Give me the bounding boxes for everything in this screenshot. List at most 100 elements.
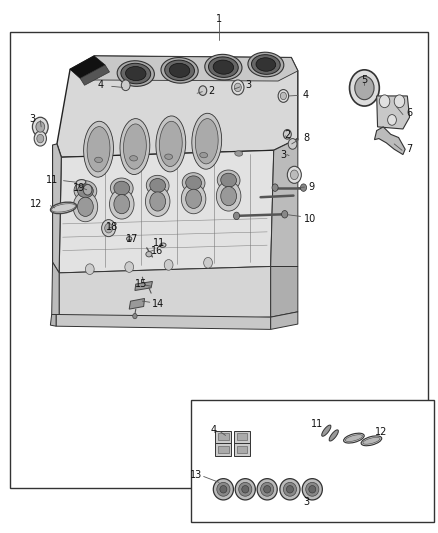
Ellipse shape — [186, 176, 201, 190]
Ellipse shape — [345, 435, 363, 441]
Ellipse shape — [156, 116, 186, 172]
Circle shape — [164, 260, 173, 270]
Circle shape — [114, 195, 130, 214]
Text: 3: 3 — [246, 80, 252, 90]
Circle shape — [300, 184, 307, 191]
Circle shape — [83, 184, 92, 195]
Bar — [191, 400, 434, 522]
Ellipse shape — [124, 124, 146, 169]
Bar — [10, 32, 428, 488]
Ellipse shape — [74, 181, 97, 201]
Polygon shape — [80, 65, 110, 85]
Circle shape — [350, 70, 379, 106]
Ellipse shape — [264, 486, 271, 493]
Polygon shape — [377, 96, 410, 129]
Text: 1: 1 — [216, 14, 222, 23]
Circle shape — [125, 262, 134, 272]
Polygon shape — [70, 56, 105, 78]
Text: 15: 15 — [135, 279, 147, 288]
Text: 4: 4 — [98, 80, 104, 90]
Text: 19: 19 — [73, 183, 85, 192]
Bar — [234, 431, 250, 443]
Bar — [218, 446, 229, 453]
Text: 13: 13 — [190, 471, 202, 480]
Text: 12: 12 — [30, 199, 42, 208]
Bar — [218, 433, 229, 440]
Circle shape — [145, 187, 170, 216]
Circle shape — [221, 187, 237, 206]
Ellipse shape — [126, 67, 146, 80]
Polygon shape — [59, 150, 274, 273]
Circle shape — [85, 264, 94, 274]
Polygon shape — [52, 262, 59, 322]
Circle shape — [272, 184, 278, 191]
Ellipse shape — [200, 152, 208, 158]
Ellipse shape — [242, 486, 249, 493]
Ellipse shape — [321, 425, 331, 437]
Bar — [237, 446, 247, 453]
Text: 7: 7 — [406, 144, 413, 154]
Bar — [237, 433, 247, 440]
Ellipse shape — [195, 119, 218, 164]
Circle shape — [232, 80, 244, 95]
Polygon shape — [129, 298, 145, 309]
Ellipse shape — [120, 119, 150, 174]
Ellipse shape — [150, 179, 166, 192]
Polygon shape — [271, 266, 298, 317]
Circle shape — [388, 115, 396, 125]
Text: 6: 6 — [406, 108, 413, 118]
Ellipse shape — [261, 482, 274, 496]
Polygon shape — [57, 56, 298, 157]
Text: 11: 11 — [311, 419, 324, 429]
Ellipse shape — [217, 482, 230, 496]
Ellipse shape — [213, 60, 233, 74]
Ellipse shape — [130, 156, 138, 161]
Ellipse shape — [165, 60, 194, 80]
Circle shape — [102, 220, 116, 237]
Bar — [215, 443, 231, 456]
Circle shape — [199, 86, 207, 95]
Text: 8: 8 — [304, 133, 310, 142]
Ellipse shape — [235, 151, 243, 156]
Circle shape — [283, 130, 291, 139]
Polygon shape — [135, 281, 152, 290]
Polygon shape — [59, 266, 271, 322]
Text: 3: 3 — [30, 115, 36, 124]
Ellipse shape — [213, 479, 233, 500]
Ellipse shape — [343, 433, 364, 443]
Polygon shape — [53, 144, 61, 273]
Polygon shape — [271, 312, 298, 329]
Text: 10: 10 — [304, 214, 316, 223]
Ellipse shape — [217, 170, 240, 190]
Ellipse shape — [110, 178, 133, 198]
Text: 3: 3 — [281, 150, 287, 159]
Ellipse shape — [87, 127, 110, 172]
Text: 5: 5 — [361, 75, 367, 85]
Circle shape — [34, 131, 46, 146]
Bar — [215, 431, 231, 443]
Circle shape — [216, 181, 241, 211]
Ellipse shape — [160, 243, 166, 247]
Circle shape — [234, 83, 241, 92]
Ellipse shape — [361, 436, 382, 446]
Text: 11: 11 — [46, 175, 58, 184]
Polygon shape — [50, 314, 56, 326]
Ellipse shape — [363, 438, 380, 444]
Ellipse shape — [302, 479, 322, 500]
Circle shape — [150, 192, 166, 211]
Circle shape — [282, 211, 288, 218]
Ellipse shape — [76, 180, 86, 185]
Bar — [234, 443, 250, 456]
Circle shape — [121, 80, 130, 91]
Circle shape — [110, 189, 134, 219]
Circle shape — [73, 192, 98, 222]
Circle shape — [186, 189, 201, 208]
Ellipse shape — [146, 175, 169, 196]
Ellipse shape — [52, 204, 75, 212]
Ellipse shape — [257, 479, 277, 500]
Ellipse shape — [192, 114, 222, 169]
Ellipse shape — [165, 154, 173, 159]
Ellipse shape — [235, 479, 255, 500]
Ellipse shape — [182, 173, 205, 193]
Ellipse shape — [256, 58, 276, 71]
